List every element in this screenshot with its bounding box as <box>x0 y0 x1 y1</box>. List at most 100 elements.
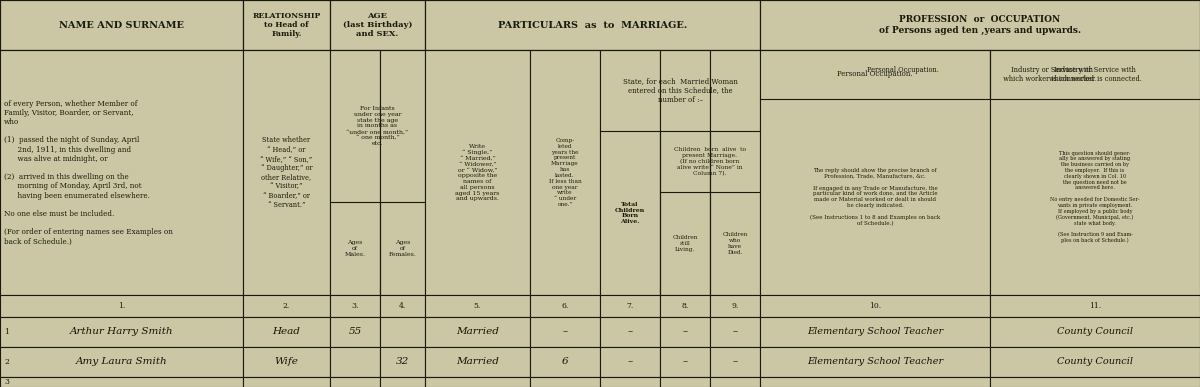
Text: –: – <box>628 327 632 337</box>
Bar <box>380 50 425 295</box>
Bar <box>380 377 425 387</box>
Bar <box>242 0 330 50</box>
Text: Children  born  alive  to
present Marriage.
(If no children born
alive write “ N: Children born alive to present Marriage.… <box>674 147 746 176</box>
Text: 1.: 1. <box>118 302 125 310</box>
Bar <box>600 377 660 387</box>
Bar <box>600 317 660 347</box>
Text: NAME AND SURNAME: NAME AND SURNAME <box>59 21 184 29</box>
Text: The reply should show the precise branch of
Profession, Trade, Manufacture, &c.
: The reply should show the precise branch… <box>810 168 940 226</box>
Bar <box>380 347 425 377</box>
Bar <box>710 347 760 377</box>
Text: 8.: 8. <box>682 302 689 310</box>
Text: Elementary School Teacher: Elementary School Teacher <box>806 327 943 337</box>
Bar <box>760 317 990 347</box>
Text: This question should gener-
ally be answered by stating
the business carried on : This question should gener- ally be answ… <box>1050 151 1140 243</box>
Text: Amy Laura Smith: Amy Laura Smith <box>76 358 167 366</box>
Text: Write
“ Single,”
“ Married,”
“ Widower,”
or “ Widow,”
opposite the
names of
all : Write “ Single,” “ Married,” “ Widower,”… <box>455 144 499 201</box>
Bar <box>600 295 660 317</box>
Bar <box>0 0 242 50</box>
Bar <box>990 347 1200 377</box>
Bar <box>242 50 330 295</box>
Bar <box>760 347 990 377</box>
Bar <box>600 347 660 377</box>
Bar <box>760 295 990 317</box>
Text: 9.: 9. <box>731 302 739 310</box>
Bar <box>425 295 530 317</box>
Bar <box>425 317 530 347</box>
Text: 1: 1 <box>4 328 8 336</box>
Text: –: – <box>628 358 632 366</box>
Bar <box>330 0 425 50</box>
Bar <box>760 50 990 295</box>
Text: For Infants
under one year
state the age
in months as
“under one month,”
“ one m: For Infants under one year state the age… <box>347 106 409 146</box>
Bar <box>380 295 425 317</box>
Bar <box>990 295 1200 317</box>
Text: Comp-
leted
years the
present
Marriage
has
lasted.
If less than
one year
write
“: Comp- leted years the present Marriage h… <box>548 138 581 207</box>
Text: 10.: 10. <box>869 302 881 310</box>
Bar <box>990 317 1200 347</box>
Bar <box>710 317 760 347</box>
Text: 3: 3 <box>4 378 10 386</box>
Text: Married: Married <box>456 327 499 337</box>
Text: 11.: 11. <box>1088 302 1102 310</box>
Bar <box>530 317 600 347</box>
Text: Head: Head <box>272 327 300 337</box>
Text: 32: 32 <box>396 358 409 366</box>
Text: 6.: 6. <box>562 302 569 310</box>
Bar <box>330 295 380 317</box>
Bar <box>660 347 710 377</box>
Text: Arthur Harry Smith: Arthur Harry Smith <box>70 327 173 337</box>
Text: Industry or Service with
which worker is connected.: Industry or Service with which worker is… <box>1049 66 1141 83</box>
Text: 55: 55 <box>348 327 361 337</box>
Text: Personal Occupation.: Personal Occupation. <box>838 70 913 79</box>
Bar <box>330 377 380 387</box>
Text: 6: 6 <box>562 358 569 366</box>
Bar <box>242 295 330 317</box>
Text: State whether
“ Head,” or
“ Wife,” “ Son,”
“ Daughter,” or
other Relative,
“ Vis: State whether “ Head,” or “ Wife,” “ Son… <box>260 136 313 209</box>
Bar <box>242 377 330 387</box>
Bar <box>380 317 425 347</box>
Bar <box>330 317 380 347</box>
Text: Ages
of
Males.: Ages of Males. <box>344 240 366 257</box>
Bar <box>330 347 380 377</box>
Bar <box>990 50 1200 295</box>
Bar <box>530 347 600 377</box>
Bar <box>425 50 530 295</box>
Bar <box>710 295 760 317</box>
Bar <box>710 50 760 295</box>
Text: State, for each  Married Woman
entered on this Schedule, the
number of :–: State, for each Married Woman entered on… <box>623 77 738 104</box>
Text: Total
Children
Born
Alive.: Total Children Born Alive. <box>614 202 646 224</box>
Text: County Council: County Council <box>1057 358 1133 366</box>
Bar <box>660 50 710 295</box>
Text: 2: 2 <box>4 358 8 366</box>
Bar <box>425 377 530 387</box>
Text: 7.: 7. <box>626 302 634 310</box>
Text: 4.: 4. <box>398 302 406 310</box>
Text: AGE
(last Birthday)
and SEX.: AGE (last Birthday) and SEX. <box>343 12 412 38</box>
Bar <box>242 347 330 377</box>
Bar <box>425 347 530 377</box>
Text: Wife: Wife <box>275 358 299 366</box>
Text: –: – <box>563 327 568 337</box>
Bar <box>0 347 242 377</box>
Bar <box>990 377 1200 387</box>
Bar <box>710 377 760 387</box>
Text: 5.: 5. <box>474 302 481 310</box>
Bar <box>0 50 242 295</box>
Text: PARTICULARS  as  to  MARRIAGE.: PARTICULARS as to MARRIAGE. <box>498 21 688 29</box>
Text: Married: Married <box>456 358 499 366</box>
Text: –: – <box>683 327 688 337</box>
Bar <box>660 317 710 347</box>
Bar <box>0 317 242 347</box>
Text: Elementary School Teacher: Elementary School Teacher <box>806 358 943 366</box>
Bar <box>330 50 380 295</box>
Text: RELATIONSHIP
to Head of
Family.: RELATIONSHIP to Head of Family. <box>252 12 320 38</box>
Text: –: – <box>732 358 738 366</box>
Bar <box>600 50 660 295</box>
Bar <box>242 317 330 347</box>
Bar <box>660 295 710 317</box>
Bar <box>530 295 600 317</box>
Text: of every Person, whether Member of
Family, Visitor, Boarder, or Servant,
who

(1: of every Person, whether Member of Famil… <box>4 99 173 245</box>
Bar <box>660 377 710 387</box>
Text: Children
still
Living.: Children still Living. <box>672 235 697 252</box>
